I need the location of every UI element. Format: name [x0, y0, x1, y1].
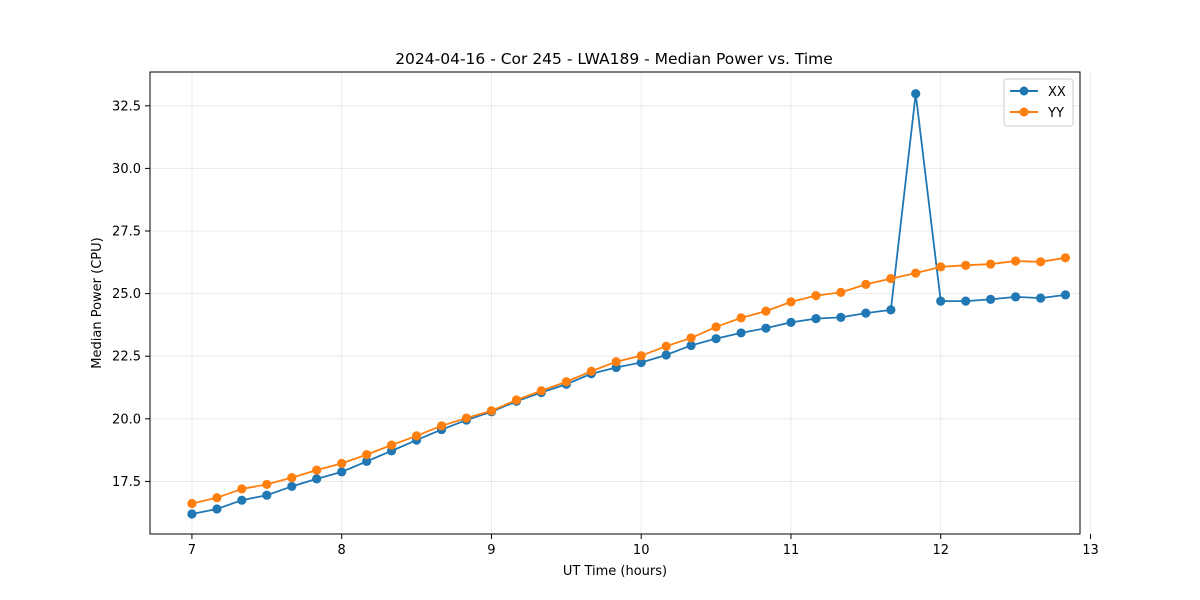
data-point-yy: [636, 351, 646, 361]
data-point-yy: [386, 440, 397, 450]
data-point-xx: [711, 334, 721, 344]
data-point-xx: [911, 89, 921, 99]
data-point-yy: [536, 386, 546, 396]
data-point-yy: [961, 260, 971, 270]
data-point-xx: [661, 350, 671, 360]
data-point-yy: [1011, 256, 1021, 266]
data-point-xx: [212, 504, 222, 514]
legend-marker-yy: [1019, 107, 1029, 117]
series-line-yy: [191, 256, 1066, 505]
data-point-yy: [686, 333, 696, 343]
y-tick-label: 20.0: [112, 412, 141, 427]
data-point-yy: [187, 498, 197, 509]
data-point-yy: [411, 431, 422, 441]
data-point-xx: [237, 495, 247, 505]
data-point-xx: [636, 357, 646, 368]
data-point-xx: [686, 340, 696, 351]
data-point-xx: [786, 317, 796, 328]
legend-label-xx: XX: [1048, 85, 1066, 100]
data-point-yy: [312, 465, 322, 475]
data-point-yy: [262, 479, 272, 490]
y-tick-label: 25.0: [112, 287, 141, 302]
axis-ticks: 7 8 9 10 11 12 13 17.5 20.0 22.5 25.0 27.5 30.0 32.5: [112, 99, 1099, 558]
data-point-yy: [436, 421, 447, 431]
data-point-yy: [212, 493, 222, 503]
data-point-xx: [861, 308, 871, 318]
series-xx: [187, 89, 1071, 519]
data-point-yy: [237, 484, 247, 494]
x-tick-label: 8: [338, 543, 346, 558]
data-point-yy: [337, 458, 347, 468]
series-yy: [187, 253, 1071, 509]
x-tick-label: 12: [932, 543, 949, 558]
y-tick-label: 17.5: [112, 475, 141, 490]
plot-area-frame: [149, 71, 1081, 535]
y-tick-label: 32.5: [112, 99, 141, 114]
series-layer: [187, 89, 1071, 519]
data-point-yy: [936, 262, 946, 272]
data-point-yy: [287, 473, 297, 483]
data-point-yy: [461, 413, 472, 423]
data-point-yy: [486, 406, 497, 416]
data-point-yy: [586, 366, 596, 376]
data-point-xx: [1060, 290, 1071, 300]
data-point-yy: [836, 287, 846, 297]
x-axis-label: UT Time (hours): [563, 564, 667, 579]
data-point-yy: [736, 313, 746, 323]
data-point-xx: [1036, 293, 1046, 303]
chart-title: 2024-04-16 - Cor 245 - LWA189 - Median P…: [395, 50, 833, 68]
data-point-xx: [736, 328, 746, 338]
data-point-yy: [561, 377, 571, 387]
data-point-xx: [287, 481, 297, 492]
y-tick-label: 22.5: [112, 350, 141, 365]
data-point-xx: [761, 323, 771, 333]
data-point-yy: [1060, 253, 1071, 263]
series-line-xx: [191, 92, 1066, 515]
legend-marker-xx: [1019, 86, 1029, 96]
data-point-yy: [786, 297, 796, 307]
data-point-xx: [811, 314, 821, 324]
x-tick-label: 7: [188, 543, 196, 558]
data-point-yy: [711, 322, 721, 332]
data-point-xx: [1011, 292, 1021, 302]
x-tick-label: 10: [633, 543, 650, 558]
data-point-yy: [1036, 257, 1046, 267]
data-point-yy: [611, 357, 621, 367]
data-point-xx: [312, 474, 322, 484]
data-point-xx: [836, 312, 846, 322]
data-point-xx: [362, 456, 372, 466]
data-point-yy: [911, 268, 921, 278]
data-point-yy: [761, 306, 771, 316]
data-point-yy: [511, 395, 522, 405]
x-tick-label: 13: [1082, 543, 1099, 558]
y-axis-label: Median Power (CPU): [90, 237, 105, 368]
x-tick-label: 11: [783, 543, 800, 558]
data-point-xx: [936, 296, 946, 306]
legend: XX YY: [1003, 78, 1074, 127]
data-point-xx: [886, 305, 896, 315]
data-point-yy: [811, 291, 821, 301]
grid: [150, 72, 1091, 534]
data-point-yy: [362, 450, 372, 460]
y-tick-label: 27.5: [112, 225, 141, 240]
data-point-yy: [661, 341, 671, 351]
data-point-xx: [187, 509, 197, 519]
data-point-xx: [262, 490, 272, 500]
data-point-xx: [337, 467, 347, 477]
data-point-xx: [985, 294, 996, 304]
data-point-yy: [886, 273, 896, 284]
data-point-yy: [861, 279, 871, 289]
legend-label-yy: YY: [1047, 106, 1064, 121]
y-tick-label: 30.0: [112, 162, 141, 177]
data-point-xx: [961, 296, 971, 306]
data-point-yy: [985, 259, 996, 269]
x-tick-label: 9: [487, 543, 495, 558]
